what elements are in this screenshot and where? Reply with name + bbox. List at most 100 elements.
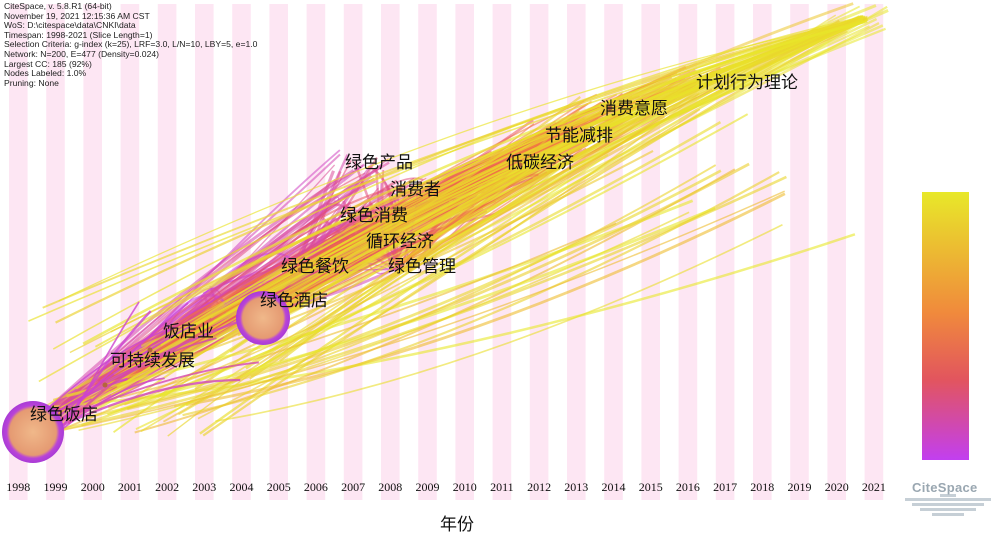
node-dot [397,187,403,193]
info-line: Timespan: 1998-2021 (Slice Length=1) [4,29,153,40]
info-line: Largest CC: 185 (92%) [4,58,92,69]
year-label: 1998 [6,480,31,494]
link-curve [86,169,722,419]
keyword-label: 节能减排 [545,126,613,146]
link-curve [67,301,140,424]
year-label: 2005 [266,480,291,494]
year-label: 2006 [303,480,328,494]
node-dot [377,237,383,243]
link-curve [59,190,785,432]
year-label: 2000 [80,480,105,494]
link-curve [194,17,867,391]
keyword-label: 消费意愿 [600,99,668,119]
info-line: Selection Criteria: g-index (k=25), LRF=… [4,39,258,50]
node-dot [297,267,303,273]
link-curve [215,223,783,423]
year-label: 2019 [787,480,812,494]
time-color-legend [922,192,969,460]
keyword-label: 绿色产品 [345,153,413,173]
year-stripe [529,4,549,500]
link-curve [107,113,749,416]
link-curve [55,302,189,427]
link-curve [60,361,259,422]
keyword-label: 低碳经济 [506,153,574,173]
year-stripe [827,4,846,500]
year-label: 2020 [824,480,849,494]
info-panel: CiteSpace, v. 5.8.R1 (64-bit) November 1… [4,1,258,88]
node-circle [236,291,290,345]
link-curve [200,17,866,331]
year-label: 2011 [490,480,514,494]
year-stripe [864,4,884,500]
node-dot [347,212,353,218]
link-curve [185,192,786,407]
link-curve [67,362,151,424]
link-curve [124,108,701,406]
link-curve [52,16,862,350]
year-label: 2012 [527,480,552,494]
keyword-label: 绿色餐饮 [281,257,349,277]
keyword-label: 绿色管理 [388,257,456,277]
year-label: 2015 [638,480,663,494]
link-curve [119,222,617,399]
year-label: 2009 [415,480,440,494]
node-dot [147,347,153,353]
link-curve [54,378,241,430]
link-curve [30,337,217,426]
node-circle [2,401,64,463]
year-label: 2002 [155,480,180,494]
year-label: 2010 [452,480,477,494]
info-line: Nodes Labeled: 1.0% [4,68,87,79]
keyword-label: 可持续发展 [110,351,195,371]
year-label: 2013 [564,480,589,494]
link-curve [52,150,654,401]
link-curve [90,18,868,400]
link-curve [126,162,750,411]
year-label: 2018 [750,480,775,494]
link-curve [82,20,868,345]
year-label: 2004 [229,480,254,494]
link-curve [55,17,860,324]
year-stripe [492,4,512,500]
link-curve [84,96,581,406]
year-label: 2017 [713,480,738,494]
link-curve [197,92,700,420]
keyword-label: 绿色酒店 [260,291,328,311]
info-line: WoS: D:\citespace\data\CNKI\data [4,20,136,31]
year-stripe [157,4,177,500]
link-curve [307,177,424,266]
link-curve [404,87,702,273]
link-curve [167,17,860,437]
year-label: 2021 [861,480,886,494]
node-dot [102,382,108,388]
info-line: CiteSpace, v. 5.8.R1 (64-bit) [4,1,112,11]
year-label: 2001 [117,480,142,494]
citespace-logo-text: CiteSpace [912,480,978,495]
year-stripe [9,4,28,500]
year-label: 2008 [378,480,403,494]
year-stripe [46,4,65,500]
year-label: 2003 [192,480,217,494]
link-curve [32,328,170,423]
year-stripe [678,4,698,500]
keyword-label: 循环经济 [366,232,434,252]
year-label: 2007 [341,480,366,494]
year-label: 2014 [601,480,626,494]
keyword-label: 消费者 [390,180,441,200]
year-label: 1999 [43,480,68,494]
citespace-logo-icon [905,494,991,516]
keyword-label: 绿色饭店 [30,405,98,425]
link-curve [52,323,195,422]
link-curve [33,175,787,437]
node-dot [607,105,613,111]
link-curve [66,199,694,398]
x-axis-label: 年份 [440,515,474,535]
keyword-nodes [2,105,613,463]
year-stripe [753,4,772,500]
keyword-label: 绿色消费 [340,206,408,226]
keyword-label: 计划行为理论 [696,73,798,93]
info-line: November 19, 2021 12:15:36 AM CST [4,10,150,21]
link-curve [177,147,589,416]
